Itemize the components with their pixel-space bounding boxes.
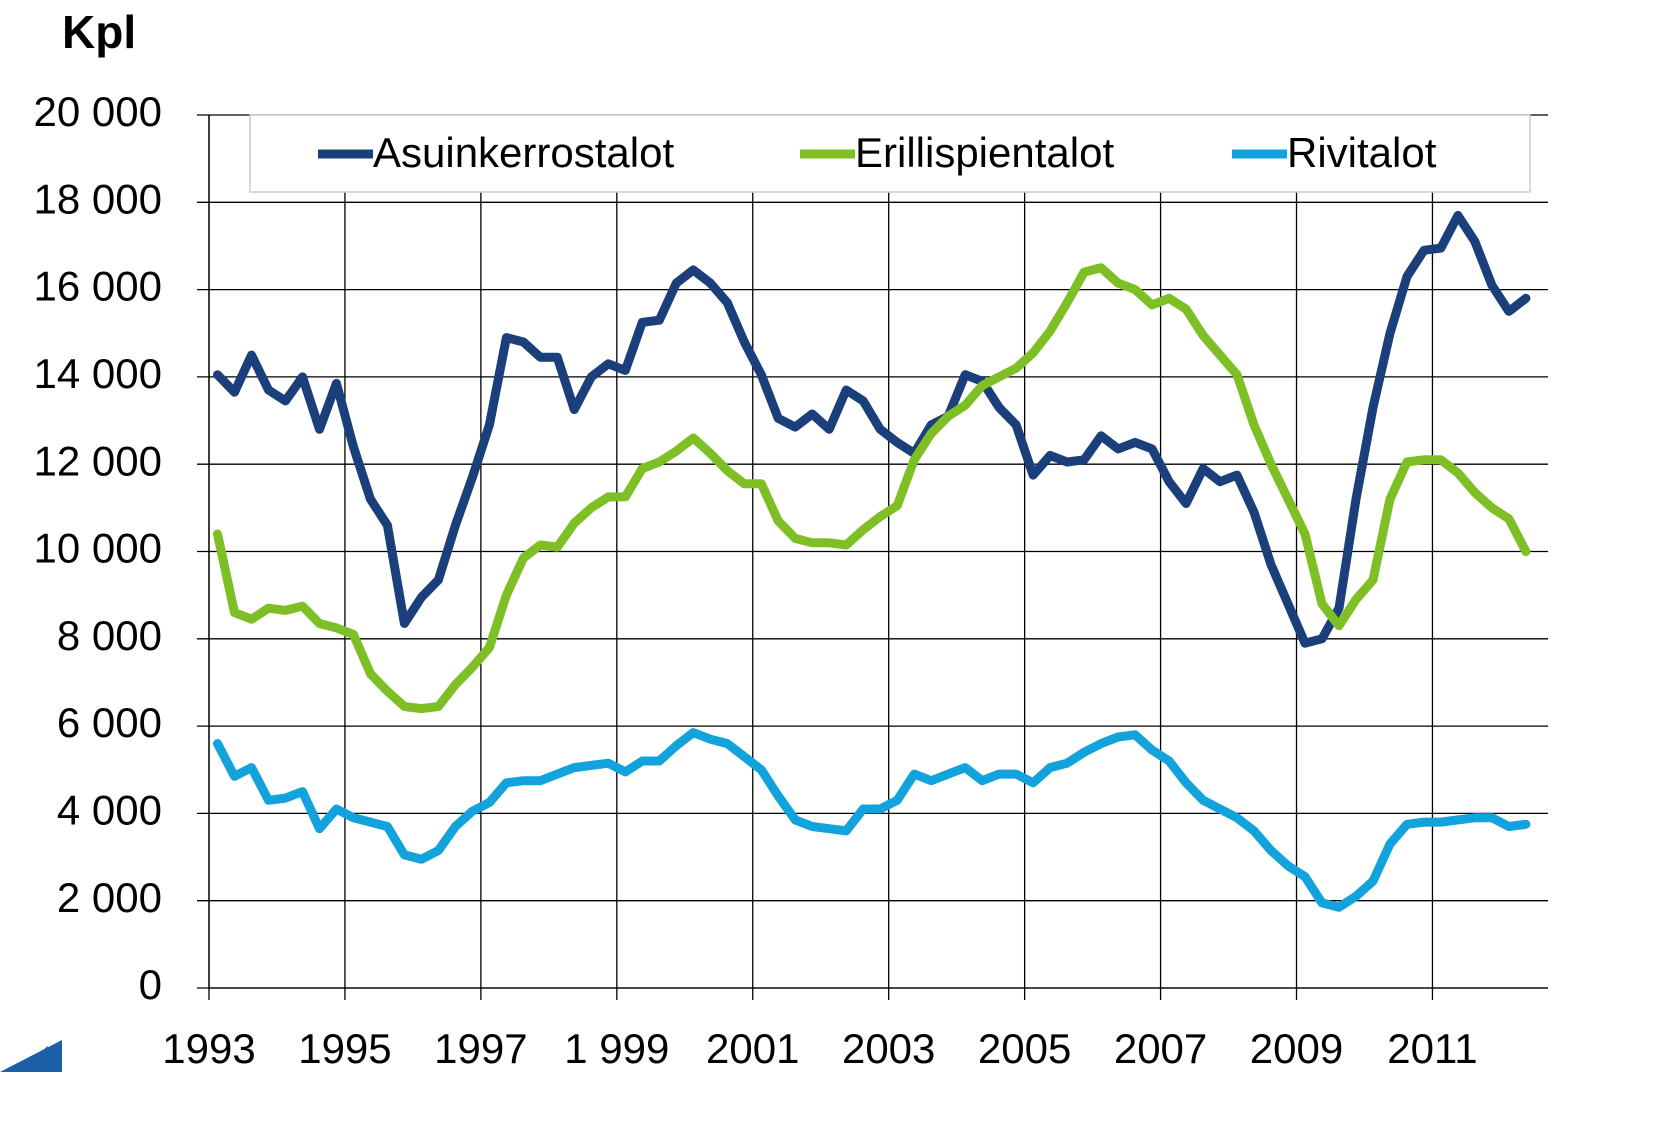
x-tick-label: 2001 bbox=[706, 1025, 799, 1072]
x-tick-label: 2003 bbox=[842, 1025, 935, 1072]
y-tick-label: 10 000 bbox=[34, 525, 162, 572]
y-tick-label: 2 000 bbox=[57, 874, 162, 921]
x-tick-label: 2005 bbox=[978, 1025, 1071, 1072]
series-line bbox=[213, 728, 1531, 912]
logo bbox=[0, 1040, 62, 1072]
y-tick-label: 20 000 bbox=[34, 88, 162, 135]
y-tick-label: 0 bbox=[139, 961, 162, 1008]
legend-label: Asuinkerrostalot bbox=[373, 129, 674, 176]
x-tick-label: 1995 bbox=[298, 1025, 391, 1072]
x-tick-label: 1993 bbox=[162, 1025, 255, 1072]
legend-box bbox=[249, 114, 1531, 193]
y-tick-label: 4 000 bbox=[57, 786, 162, 833]
y-tick-label: 12 000 bbox=[34, 437, 162, 484]
series-line bbox=[213, 210, 1531, 648]
x-tick-label: 2009 bbox=[1250, 1025, 1343, 1072]
x-tick-label: 1997 bbox=[434, 1025, 527, 1072]
y-tick-label: 16 000 bbox=[34, 263, 162, 310]
x-tick-label: 2007 bbox=[1114, 1025, 1207, 1072]
x-tick-label: 1 999 bbox=[564, 1025, 669, 1072]
y-tick-label: 14 000 bbox=[34, 350, 162, 397]
series-line bbox=[213, 263, 1531, 714]
legend-label: Erillispientalot bbox=[855, 129, 1114, 176]
y-tick-label: 8 000 bbox=[57, 612, 162, 659]
y-tick-label: 6 000 bbox=[57, 699, 162, 746]
y-axis-label: Kpl bbox=[62, 6, 136, 58]
y-tick-label: 18 000 bbox=[34, 175, 162, 222]
x-tick-label: 2011 bbox=[1387, 1025, 1477, 1072]
legend-label: Rivitalot bbox=[1287, 129, 1437, 176]
